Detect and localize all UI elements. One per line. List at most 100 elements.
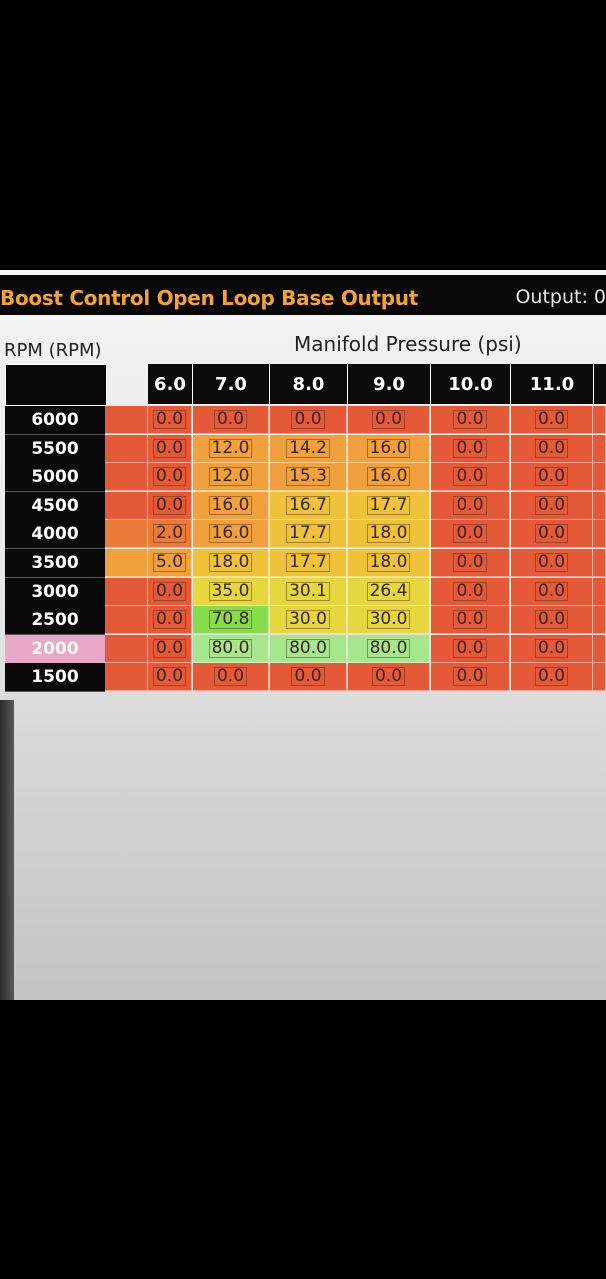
- table-cell[interactable]: 80.0: [348, 634, 430, 663]
- table-cell[interactable]: 0.0: [511, 577, 593, 606]
- row-header[interactable]: 5500: [5, 434, 105, 464]
- row-header[interactable]: 3000: [5, 577, 105, 607]
- table-cell[interactable]: 17.7: [348, 491, 430, 520]
- table-cell[interactable]: 0.0: [148, 463, 192, 492]
- table-cell[interactable]: 2.0: [148, 520, 192, 549]
- table-cell[interactable]: 0.0: [148, 406, 192, 434]
- column-header[interactable]: 7.0: [193, 364, 271, 404]
- table-cell[interactable]: 16.0: [193, 520, 269, 549]
- cell-value: 0.0: [213, 667, 248, 687]
- table-cell[interactable]: 0.0: [511, 606, 593, 635]
- cell-value: 18.0: [366, 553, 411, 572]
- cell-value: 12.0: [208, 438, 253, 458]
- table-cell[interactable]: 18.0: [348, 549, 430, 577]
- cell-value: 0.0: [152, 667, 187, 687]
- table-cell[interactable]: 0.0: [431, 434, 510, 463]
- table-cell[interactable]: 17.7: [270, 549, 347, 577]
- table-cell[interactable]: 18.0: [193, 549, 269, 577]
- table-cell[interactable]: 0.0: [431, 406, 510, 434]
- row-header[interactable]: 2000: [5, 634, 105, 664]
- cell-value: 0.0: [453, 553, 487, 572]
- title-bar: Boost Control Open Loop Base Output Outp…: [0, 275, 606, 315]
- table-cell[interactable]: 0.0: [511, 520, 593, 549]
- table-cell[interactable]: 0.0: [348, 406, 430, 434]
- table-cell[interactable]: 0.0: [270, 406, 347, 434]
- row-header[interactable]: 4500: [5, 491, 105, 521]
- row-header[interactable]: 4000: [5, 520, 105, 550]
- cell-value: 0.0: [453, 467, 487, 487]
- column-header[interactable]: 8.0: [270, 364, 349, 404]
- table-cell[interactable]: 0.0: [148, 434, 192, 463]
- row-header[interactable]: 6000: [5, 406, 105, 435]
- table-cell[interactable]: 0.0: [431, 491, 510, 520]
- cell-value: 0.0: [534, 438, 569, 458]
- table-cell[interactable]: 0.0: [431, 606, 510, 635]
- table-cell[interactable]: 0.0: [431, 463, 510, 492]
- table-cell[interactable]: 16.0: [348, 434, 430, 463]
- table-cell[interactable]: 0.0: [431, 520, 510, 549]
- table-cell-overflow: [593, 606, 606, 635]
- cell-value: 17.7: [286, 524, 330, 544]
- x-axis-title: Manifold Pressure (psi): [294, 332, 522, 356]
- table-cell[interactable]: 0.0: [511, 434, 593, 463]
- table-cell[interactable]: 80.0: [193, 634, 269, 663]
- table-cell[interactable]: 0.0: [148, 491, 192, 520]
- table-cell-overflow: [593, 577, 606, 606]
- table-cell[interactable]: 0.0: [193, 663, 269, 692]
- table-cell[interactable]: 0.0: [431, 634, 510, 663]
- column-header[interactable]: 6.0: [148, 364, 194, 404]
- table-cell[interactable]: 30.1: [270, 577, 347, 606]
- table-cell[interactable]: 0.0: [511, 406, 593, 434]
- table-cell[interactable]: 0.0: [511, 491, 593, 520]
- cell-value: 80.0: [208, 638, 253, 658]
- table-cell[interactable]: 35.0: [193, 577, 269, 606]
- app-window: Boost Control Open Loop Base Output Outp…: [0, 270, 606, 1000]
- table-cell[interactable]: 0.0: [193, 406, 269, 434]
- table-cell[interactable]: 16.0: [193, 491, 269, 520]
- table-cell[interactable]: 5.0: [148, 549, 192, 577]
- table-cell[interactable]: 12.0: [193, 434, 269, 463]
- table-cell[interactable]: 70.8: [193, 606, 269, 635]
- table-cell[interactable]: 0.0: [511, 549, 593, 577]
- table-cell[interactable]: 18.0: [348, 520, 430, 549]
- row-header[interactable]: 1500: [5, 663, 105, 693]
- cell-value: 0.0: [453, 410, 487, 429]
- table-cell-overflow: [593, 463, 606, 492]
- table-cell[interactable]: 26.4: [348, 577, 430, 606]
- table-cell[interactable]: 0.0: [148, 577, 192, 606]
- cell-value: 16.0: [366, 438, 411, 458]
- row-header[interactable]: 5000: [5, 463, 105, 493]
- table-cell[interactable]: 0.0: [431, 549, 510, 577]
- column-header[interactable]: 9.0: [348, 364, 432, 404]
- table-cell[interactable]: 16.0: [348, 463, 430, 492]
- table-cell[interactable]: 0.0: [511, 463, 593, 492]
- row-header[interactable]: 2500: [5, 606, 105, 636]
- table-cell[interactable]: 0.0: [148, 634, 192, 663]
- table-corner: [5, 364, 107, 406]
- table-cell[interactable]: 0.0: [148, 663, 192, 692]
- table-cell[interactable]: 0.0: [511, 634, 593, 663]
- table-cell[interactable]: 0.0: [511, 663, 593, 692]
- table-cell[interactable]: 17.7: [270, 520, 347, 549]
- table-cell[interactable]: 0.0: [270, 663, 347, 692]
- table-cell[interactable]: 0.0: [148, 606, 192, 635]
- cell-value: 14.2: [286, 438, 330, 458]
- table-cell[interactable]: 0.0: [431, 663, 510, 692]
- cell-value: 0.0: [453, 495, 487, 515]
- table-cell[interactable]: 0.0: [431, 577, 510, 606]
- table-cell[interactable]: 16.7: [270, 491, 347, 520]
- column-header[interactable]: 11.0: [511, 364, 595, 404]
- table-cell[interactable]: 12.0: [193, 463, 269, 492]
- cell-value: 17.7: [286, 553, 330, 572]
- row-header[interactable]: 3500: [5, 549, 105, 578]
- table-cell[interactable]: 80.0: [270, 634, 347, 663]
- table-cell[interactable]: 15.3: [270, 463, 347, 492]
- table-cell[interactable]: 0.0: [348, 663, 430, 692]
- cell-value: 0.0: [534, 467, 569, 487]
- table-cell[interactable]: 30.0: [270, 606, 347, 635]
- table-cell[interactable]: 30.0: [348, 606, 430, 635]
- cell-value: 5.0: [152, 553, 187, 572]
- table-cell-overflow: [593, 491, 606, 520]
- table-cell[interactable]: 14.2: [270, 434, 347, 463]
- column-header[interactable]: 10.0: [431, 364, 512, 404]
